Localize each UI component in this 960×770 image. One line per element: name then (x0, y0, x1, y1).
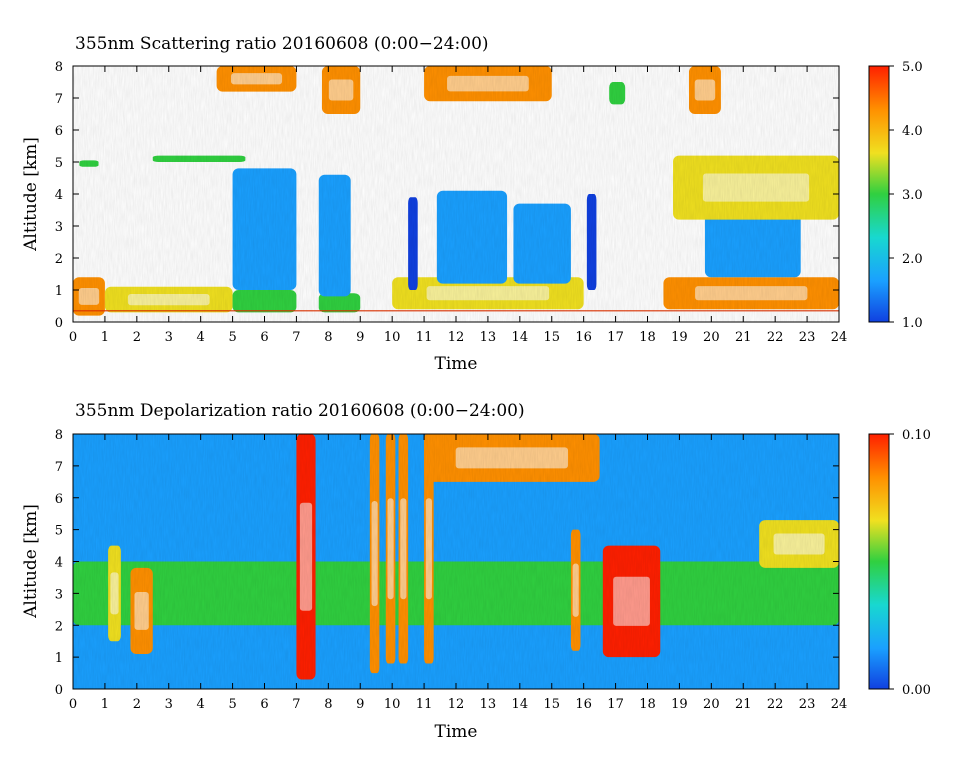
x-tick-label: 5 (228, 330, 236, 345)
y-tick-label: 2 (55, 619, 63, 634)
x-tick-label: 20 (703, 330, 720, 345)
x-tick-label: 8 (324, 330, 332, 345)
x-tick-label: 6 (260, 330, 268, 345)
x-tick-label: 11 (416, 330, 433, 345)
colorbar-ticks: 1.0 2.0 3.0 4.0 5.0 (889, 60, 923, 331)
colorbar (868, 433, 890, 690)
x-tick-label: 1 (101, 330, 109, 345)
y-axis: 0 1 2 3 4 5 6 7 8 (55, 428, 839, 698)
x-tick-label: 19 (671, 697, 688, 712)
heatmap-marks (73, 66, 839, 322)
x-tick-label: 13 (480, 697, 497, 712)
x-tick-label: 12 (448, 330, 465, 345)
y-tick-label: 5 (55, 524, 63, 539)
colorbar-tick-label: 0.10 (902, 428, 931, 443)
y-tick-label: 1 (55, 284, 63, 299)
x-tick-label: 19 (671, 330, 688, 345)
y-tick-label: 1 (55, 651, 63, 666)
x-tick-label: 9 (356, 697, 364, 712)
x-tick-label: 12 (448, 697, 465, 712)
x-axis: 0 1 2 3 4 5 6 7 8 9 10 11 12 13 14 15 16 17 18 19 20 21 22 23 24 (69, 66, 847, 345)
depolarization-ratio-panel: 355nm Depolarization ratio 20160608 (0:0… (21, 401, 931, 742)
x-tick-label: 6 (260, 697, 268, 712)
x-tick-label: 18 (639, 697, 656, 712)
heatmap-marks (73, 434, 839, 689)
y-tick-label: 0 (55, 683, 63, 698)
y-axis: 0 1 2 3 4 5 6 7 8 (55, 60, 839, 331)
x-axis: 0 1 2 3 4 5 6 7 8 9 10 11 12 13 14 15 16 17 18 19 20 21 22 23 24 (69, 434, 847, 712)
y-tick-label: 2 (55, 252, 63, 267)
x-tick-label: 11 (416, 697, 433, 712)
x-tick-label: 21 (735, 330, 752, 345)
x-axis-label: Time (435, 722, 478, 742)
colorbar-tick-label: 2.0 (902, 252, 923, 267)
y-tick-label: 8 (55, 60, 63, 75)
heatmap-texture (73, 66, 839, 322)
x-tick-label: 15 (543, 330, 560, 345)
y-axis-label: Altitude [km] (21, 137, 41, 252)
x-tick-label: 18 (639, 330, 656, 345)
x-tick-label: 16 (575, 697, 592, 712)
x-tick-label: 22 (767, 330, 784, 345)
colorbar-tick-label: 3.0 (902, 188, 923, 203)
x-axis-label: Time (435, 354, 478, 374)
x-tick-label: 17 (607, 697, 624, 712)
x-tick-label: 8 (324, 697, 332, 712)
x-tick-label: 16 (575, 330, 592, 345)
x-tick-label: 1 (101, 697, 109, 712)
colorbar-tick-label: 5.0 (902, 60, 923, 75)
y-tick-label: 3 (55, 587, 63, 602)
y-tick-label: 3 (55, 220, 63, 235)
colorbar-tick-label: 4.0 (902, 124, 923, 139)
colorbar-ticks: 0.00 0.10 (889, 428, 931, 698)
chart-title: 355nm Scattering ratio 20160608 (0:00−24… (75, 34, 489, 54)
x-tick-label: 23 (799, 697, 816, 712)
y-tick-label: 7 (55, 460, 63, 475)
colorbar-tick-label: 1.0 (902, 316, 923, 331)
y-tick-label: 8 (55, 428, 63, 443)
x-tick-label: 14 (512, 697, 529, 712)
x-tick-label: 24 (831, 330, 848, 345)
scattering-ratio-panel: 355nm Scattering ratio 20160608 (0:00−24… (21, 34, 923, 374)
y-tick-label: 6 (55, 492, 63, 507)
x-tick-label: 0 (69, 697, 77, 712)
x-tick-label: 3 (165, 330, 173, 345)
x-tick-label: 3 (165, 697, 173, 712)
y-tick-label: 4 (55, 556, 63, 571)
x-tick-label: 5 (228, 697, 236, 712)
x-tick-label: 9 (356, 330, 364, 345)
x-tick-label: 21 (735, 697, 752, 712)
y-axis-label: Altitude [km] (21, 504, 41, 619)
heatmap-texture (73, 434, 839, 689)
x-tick-label: 20 (703, 697, 720, 712)
x-tick-label: 7 (292, 330, 300, 345)
y-tick-label: 4 (55, 188, 63, 203)
x-tick-label: 14 (512, 330, 529, 345)
x-tick-label: 17 (607, 330, 624, 345)
x-tick-label: 10 (384, 697, 401, 712)
colorbar (868, 65, 890, 323)
x-tick-label: 10 (384, 330, 401, 345)
x-tick-label: 13 (480, 330, 497, 345)
y-tick-label: 7 (55, 92, 63, 107)
x-tick-label: 22 (767, 697, 784, 712)
x-tick-label: 2 (133, 330, 141, 345)
x-tick-label: 24 (831, 697, 848, 712)
x-tick-label: 23 (799, 330, 816, 345)
x-tick-label: 0 (69, 330, 77, 345)
y-tick-label: 5 (55, 156, 63, 171)
x-tick-label: 7 (292, 697, 300, 712)
y-tick-label: 6 (55, 124, 63, 139)
x-tick-label: 4 (197, 330, 205, 345)
x-tick-label: 4 (197, 697, 205, 712)
y-tick-label: 0 (55, 316, 63, 331)
chart-title: 355nm Depolarization ratio 20160608 (0:0… (75, 401, 525, 421)
x-tick-label: 2 (133, 697, 141, 712)
x-tick-label: 15 (543, 697, 560, 712)
colorbar-tick-label: 0.00 (902, 683, 931, 698)
